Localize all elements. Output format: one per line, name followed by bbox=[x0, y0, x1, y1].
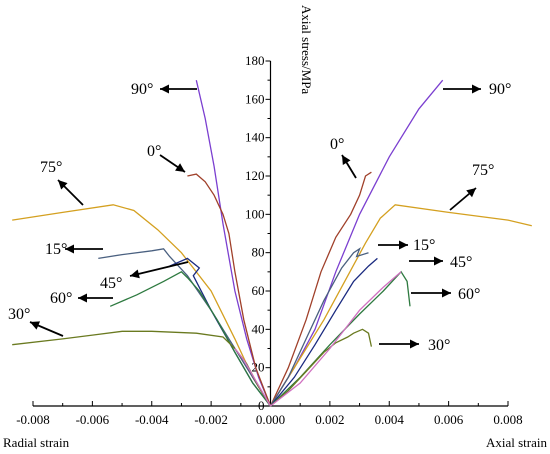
series-line-radial-3 bbox=[98, 248, 272, 407]
annotation-arrow-head bbox=[65, 244, 74, 254]
y-tick-label: 40 bbox=[252, 321, 265, 336]
annotation-label: 0° bbox=[147, 143, 161, 160]
annotation-label: 0° bbox=[330, 136, 344, 153]
x-axis-title-axial: Axial strain bbox=[486, 435, 548, 450]
annotation-arrow-head bbox=[472, 84, 481, 94]
annotation-label: 75° bbox=[472, 162, 494, 179]
annotation-label: 30° bbox=[428, 337, 450, 354]
annotation-arrow-head bbox=[130, 269, 140, 279]
y-tick-label: 60 bbox=[252, 283, 265, 298]
annotation-arrow-head bbox=[434, 256, 443, 266]
x-tick-label: 0.006 bbox=[434, 412, 464, 427]
annotation-label: 90° bbox=[489, 81, 511, 98]
x-tick-label: -0.006 bbox=[76, 412, 110, 427]
y-tick-label: 100 bbox=[245, 206, 265, 221]
annotation-arrow-head bbox=[342, 155, 351, 166]
series-line-axial-5 bbox=[270, 270, 411, 407]
annotation-arrow-head bbox=[410, 339, 419, 349]
series-line-radial-5 bbox=[109, 271, 272, 407]
y-tick-label: 140 bbox=[245, 130, 265, 145]
annotation-arrow-head bbox=[175, 163, 185, 172]
annotation-label: 30° bbox=[8, 306, 30, 323]
annotation-arrow-head bbox=[30, 321, 41, 330]
y-tick-label: 180 bbox=[245, 53, 265, 68]
annotation-label: 15° bbox=[45, 241, 67, 258]
y-tick-label: 0 bbox=[258, 398, 265, 413]
annotation-label: 45° bbox=[450, 254, 472, 271]
x-tick-label: -0.004 bbox=[135, 412, 169, 427]
annotation-arrow-head bbox=[160, 84, 169, 94]
annotation-label: 15° bbox=[413, 237, 435, 254]
annotation-arrow-head bbox=[442, 288, 451, 298]
series-line-radial-7 bbox=[234, 348, 272, 407]
annotation-label: 45° bbox=[100, 275, 122, 292]
series-line-axial-3 bbox=[269, 247, 369, 407]
series-layer bbox=[12, 79, 532, 407]
annotation-layer: 90° 0° 75° 15° 45° 60° 30° 90° 0° 75° 15° 45° 60° 30° bbox=[8, 81, 511, 354]
x-tick-label: -0.002 bbox=[194, 412, 228, 427]
annotation-arrow-head bbox=[58, 180, 68, 190]
y-tick-label: 160 bbox=[245, 91, 265, 106]
y-axis-title: Axial stress/MPa bbox=[299, 5, 314, 94]
series-line-axial-4 bbox=[269, 257, 378, 407]
x-tick-label: 0.008 bbox=[493, 412, 522, 427]
series-line-axial-1 bbox=[269, 171, 372, 407]
series-line-axial-2 bbox=[269, 204, 532, 407]
y-tick-label: 80 bbox=[252, 245, 265, 260]
annotation-arrow-head bbox=[399, 240, 408, 250]
annotation-label: 75° bbox=[40, 159, 62, 176]
annotation-label: 90° bbox=[131, 81, 153, 98]
x-tick-label: 0.002 bbox=[315, 412, 344, 427]
annotation-arrow-line bbox=[129, 261, 189, 277]
series-line-axial-7 bbox=[270, 271, 402, 407]
annotation-label: 60° bbox=[458, 286, 480, 303]
axes: -0.008 -0.006 -0.004 -0.002 0.000 0.002 0.004 0… bbox=[16, 53, 522, 427]
x-axis-title-radial: Radial strain bbox=[3, 435, 70, 450]
series-line-axial-6 bbox=[270, 328, 373, 407]
annotation-arrow-head bbox=[466, 188, 476, 198]
x-tick-label: 0.004 bbox=[375, 412, 405, 427]
y-tick-label: 120 bbox=[245, 168, 265, 183]
annotation-arrow-head bbox=[78, 293, 87, 303]
series-line-radial-1 bbox=[187, 173, 272, 407]
series-line-radial-2 bbox=[12, 204, 272, 407]
annotation-label: 60° bbox=[50, 290, 72, 307]
x-tick-label: -0.008 bbox=[16, 412, 50, 427]
x-tick-label: 0.000 bbox=[256, 412, 285, 427]
